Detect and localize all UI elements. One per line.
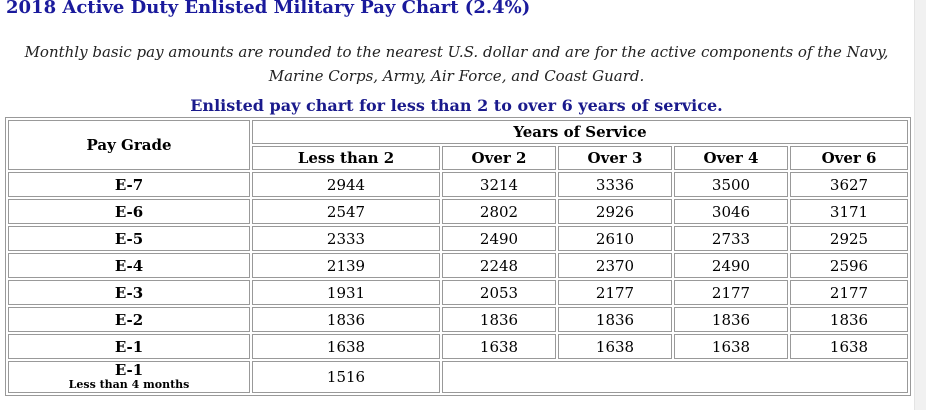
pay-cell: 2733	[674, 226, 788, 251]
pay-cell: 2490	[674, 253, 788, 278]
pay-grade-cell: E-7	[8, 172, 250, 197]
pay-cell: 1836	[674, 307, 788, 332]
pay-cell: 1836	[558, 307, 672, 332]
pay-cell: 3500	[674, 172, 788, 197]
pay-cell: 2248	[442, 253, 556, 278]
pay-grade-note: Less than 4 months	[68, 378, 190, 391]
pay-cell: 1638	[674, 334, 788, 359]
table-row: E-4 2139 2248 2370 2490 2596	[8, 253, 909, 278]
page-title: 2018 Active Duty Enlisted Military Pay C…	[6, 0, 531, 18]
pay-cell: 2177	[674, 280, 788, 305]
pay-cell: 2490	[442, 226, 556, 251]
pay-cell: 1516	[252, 361, 440, 393]
pay-cell: 2177	[790, 280, 909, 305]
pay-cell: 2926	[558, 199, 672, 224]
years-of-service-header: Years of Service	[252, 120, 909, 144]
pay-cell: 2596	[790, 253, 909, 278]
pay-cell: 3214	[442, 172, 556, 197]
pay-cell: 1638	[252, 334, 440, 359]
column-header: Over 2	[442, 146, 556, 170]
pay-grade-cell: E-6	[8, 199, 250, 224]
pay-chart-table: Pay Grade Years of Service Less than 2 O…	[5, 117, 912, 396]
pay-grade-cell: E-1	[8, 334, 250, 359]
pay-cell: 1638	[442, 334, 556, 359]
pay-cell: 3171	[790, 199, 909, 224]
pay-cell: 1931	[252, 280, 440, 305]
pay-grade-cell: E-2	[8, 307, 250, 332]
pay-cell: 1638	[558, 334, 672, 359]
pay-rows: E-7 2944 3214 3336 3500 3627 E-6 2547 2802 2926 30…	[8, 172, 909, 359]
pay-cell: 2177	[558, 280, 672, 305]
pay-cell: 2547	[252, 199, 440, 224]
pay-cell: 1836	[442, 307, 556, 332]
pay-grade-cell: E-1 Less than 4 months	[8, 361, 250, 393]
pay-grade-label: E-1	[114, 361, 144, 379]
column-header: Over 3	[558, 146, 672, 170]
table-row: E-1 1638 1638 1638 1638 1638	[8, 334, 909, 359]
pay-cell: 2333	[252, 226, 440, 251]
pay-cell: 1836	[790, 307, 909, 332]
column-header: Over 4	[674, 146, 788, 170]
table-row: E-1 Less than 4 months 1516	[8, 361, 909, 393]
pay-grade-header: Pay Grade	[8, 120, 250, 170]
vertical-scrollbar[interactable]	[914, 0, 926, 410]
column-header: Less than 2	[252, 146, 440, 170]
pay-cell: 2802	[442, 199, 556, 224]
pay-cell: 1836	[252, 307, 440, 332]
table-row: E-2 1836 1836 1836 1836 1836	[8, 307, 909, 332]
pay-cell: 2053	[442, 280, 556, 305]
table-caption: Enlisted pay chart for less than 2 to ov…	[190, 96, 723, 115]
column-header: Over 6	[790, 146, 909, 170]
pay-cell: 2139	[252, 253, 440, 278]
pay-cell: 2944	[252, 172, 440, 197]
pay-cell: 1638	[790, 334, 909, 359]
pay-grade-cell: E-3	[8, 280, 250, 305]
table-row: E-3 1931 2053 2177 2177 2177	[8, 280, 909, 305]
table-row: E-5 2333 2490 2610 2733 2925	[8, 226, 909, 251]
empty-cell	[442, 361, 909, 393]
table-row: E-6 2547 2802 2926 3046 3171	[8, 199, 909, 224]
pay-cell: 3046	[674, 199, 788, 224]
pay-cell: 3627	[790, 172, 909, 197]
pay-cell: 3336	[558, 172, 672, 197]
pay-cell: 2925	[790, 226, 909, 251]
pay-grade-cell: E-5	[8, 226, 250, 251]
pay-grade-cell: E-4	[8, 253, 250, 278]
table-row: E-7 2944 3214 3336 3500 3627	[8, 172, 909, 197]
intro-text: Monthly basic pay amounts are rounded to…	[24, 43, 889, 85]
pay-cell: 2370	[558, 253, 672, 278]
pay-cell: 2610	[558, 226, 672, 251]
